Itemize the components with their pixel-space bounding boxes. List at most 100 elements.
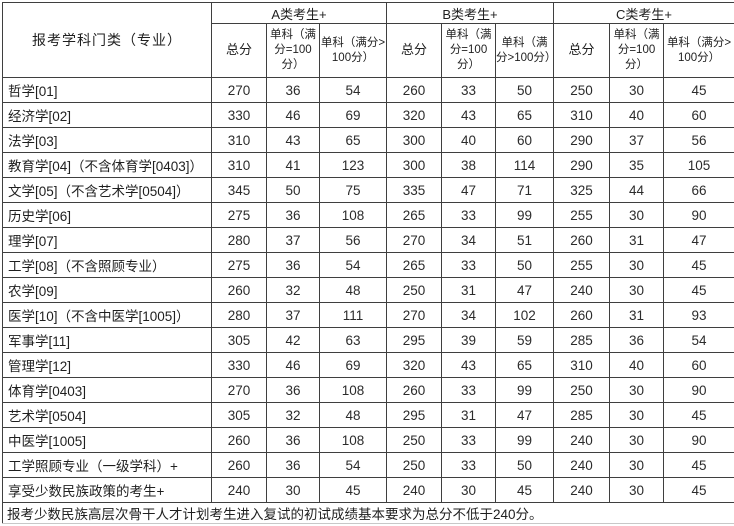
- score-cell-b-total: 335: [387, 178, 442, 203]
- group-header-b: B类考生+: [387, 3, 554, 24]
- score-cell-b-single-max100: 34: [442, 303, 496, 328]
- row-label: 教育学[04]（不含体育学[0403]）: [3, 153, 212, 178]
- score-cell-c-single-max100: 37: [610, 128, 664, 153]
- score-cell-b-single-max100: 38: [442, 153, 496, 178]
- score-cell-b-single-over100: 47: [496, 278, 554, 303]
- score-cell-a-single-over100: 65: [320, 128, 387, 153]
- score-cell-a-single-over100: 69: [320, 103, 387, 128]
- score-cell-c-total: 240: [554, 428, 610, 453]
- score-cell-c-total: 285: [554, 403, 610, 428]
- row-label: 文学[05]（不含艺术学[0504]）: [3, 178, 212, 203]
- row-label: 经济学[02]: [3, 103, 212, 128]
- score-cell-c-single-max100: 35: [610, 153, 664, 178]
- score-cell-c-total: 325: [554, 178, 610, 203]
- score-cell-c-single-max100: 30: [610, 378, 664, 403]
- table-header: 报考学科门类（专业） A类考生+ B类考生+ C类考生+ 总分 单科（满分=10…: [3, 3, 734, 78]
- score-cell-c-single-max100: 30: [610, 278, 664, 303]
- score-cell-b-total: 270: [387, 228, 442, 253]
- score-cell-b-single-over100: 50: [496, 453, 554, 478]
- header-group-row: 报考学科门类（专业） A类考生+ B类考生+ C类考生+: [3, 3, 734, 24]
- score-cell-b-single-over100: 65: [496, 353, 554, 378]
- score-cell-c-single-over100: 45: [664, 478, 734, 503]
- score-cell-c-single-max100: 30: [610, 478, 664, 503]
- score-cell-c-single-over100: 45: [664, 403, 734, 428]
- score-cell-c-single-max100: 44: [610, 178, 664, 203]
- score-cell-a-single-max100: 32: [267, 278, 320, 303]
- score-cell-a-single-over100: 108: [320, 378, 387, 403]
- score-cell-a-total: 280: [212, 228, 267, 253]
- row-label: 哲学[01]: [3, 78, 212, 103]
- score-cell-b-single-max100: 33: [442, 378, 496, 403]
- score-cell-a-total: 330: [212, 103, 267, 128]
- score-cell-c-total: 310: [554, 103, 610, 128]
- row-label: 中医学[1005]: [3, 428, 212, 453]
- footnote: 报考少数民族高层次骨干人才计划考生进入复试的初试成绩基本要求为总分不低于240分…: [3, 503, 734, 524]
- score-cell-c-total: 290: [554, 153, 610, 178]
- score-cell-a-single-over100: 123: [320, 153, 387, 178]
- score-cell-a-total: 260: [212, 428, 267, 453]
- score-cell-b-total: 260: [387, 78, 442, 103]
- row-label: 农学[09]: [3, 278, 212, 303]
- score-cell-a-single-over100: 111: [320, 303, 387, 328]
- score-cell-b-total: 250: [387, 278, 442, 303]
- score-cell-a-single-max100: 36: [267, 453, 320, 478]
- group-header-a: A类考生+: [212, 3, 387, 24]
- score-cell-a-total: 240: [212, 478, 267, 503]
- score-cell-a-single-max100: 36: [267, 428, 320, 453]
- score-cell-a-total: 275: [212, 253, 267, 278]
- score-cell-b-single-max100: 40: [442, 128, 496, 153]
- score-cell-c-single-over100: 56: [664, 128, 734, 153]
- score-cell-b-total: 270: [387, 303, 442, 328]
- row-label: 军事学[11]: [3, 328, 212, 353]
- score-cell-c-single-over100: 54: [664, 328, 734, 353]
- score-cell-c-total: 240: [554, 478, 610, 503]
- row-label: 法学[03]: [3, 128, 212, 153]
- score-cell-a-single-over100: 54: [320, 253, 387, 278]
- subheader-a-single100: 单科（满分=100分）: [267, 24, 320, 78]
- score-cell-b-single-over100: 71: [496, 178, 554, 203]
- score-cell-a-single-over100: 63: [320, 328, 387, 353]
- subheader-c-singleover100: 单科（满分>100分）: [664, 24, 734, 78]
- score-cell-a-total: 260: [212, 278, 267, 303]
- score-cell-b-single-over100: 65: [496, 103, 554, 128]
- score-cell-b-single-max100: 33: [442, 78, 496, 103]
- score-cell-b-single-max100: 43: [442, 353, 496, 378]
- group-header-c: C类考生+: [554, 3, 734, 24]
- score-cell-a-total: 310: [212, 153, 267, 178]
- score-cell-a-single-max100: 37: [267, 303, 320, 328]
- score-cell-c-single-max100: 30: [610, 78, 664, 103]
- score-cell-b-single-max100: 33: [442, 428, 496, 453]
- subheader-c-single100: 单科（满分=100分）: [610, 24, 664, 78]
- subheader-a-singleover100: 单科（满分>100分）: [320, 24, 387, 78]
- score-cell-b-total: 265: [387, 253, 442, 278]
- score-cell-c-single-over100: 45: [664, 78, 734, 103]
- score-cell-b-total: 320: [387, 103, 442, 128]
- score-cell-c-single-over100: 60: [664, 103, 734, 128]
- score-cell-c-single-over100: 90: [664, 378, 734, 403]
- score-cell-c-total: 260: [554, 303, 610, 328]
- score-cell-a-total: 330: [212, 353, 267, 378]
- score-cell-a-total: 310: [212, 128, 267, 153]
- score-cell-b-single-max100: 31: [442, 278, 496, 303]
- score-cell-b-single-over100: 45: [496, 478, 554, 503]
- score-cell-b-total: 295: [387, 403, 442, 428]
- score-cell-b-single-over100: 99: [496, 203, 554, 228]
- score-cell-b-single-over100: 59: [496, 328, 554, 353]
- score-cell-a-single-max100: 50: [267, 178, 320, 203]
- score-cell-a-single-max100: 36: [267, 253, 320, 278]
- score-cell-a-single-over100: 45: [320, 478, 387, 503]
- score-cell-b-total: 295: [387, 328, 442, 353]
- score-cell-c-total: 255: [554, 253, 610, 278]
- score-cell-c-total: 290: [554, 128, 610, 153]
- score-cell-b-single-max100: 33: [442, 453, 496, 478]
- score-cell-b-total: 300: [387, 128, 442, 153]
- score-cell-b-total: 250: [387, 428, 442, 453]
- score-cell-b-single-max100: 43: [442, 103, 496, 128]
